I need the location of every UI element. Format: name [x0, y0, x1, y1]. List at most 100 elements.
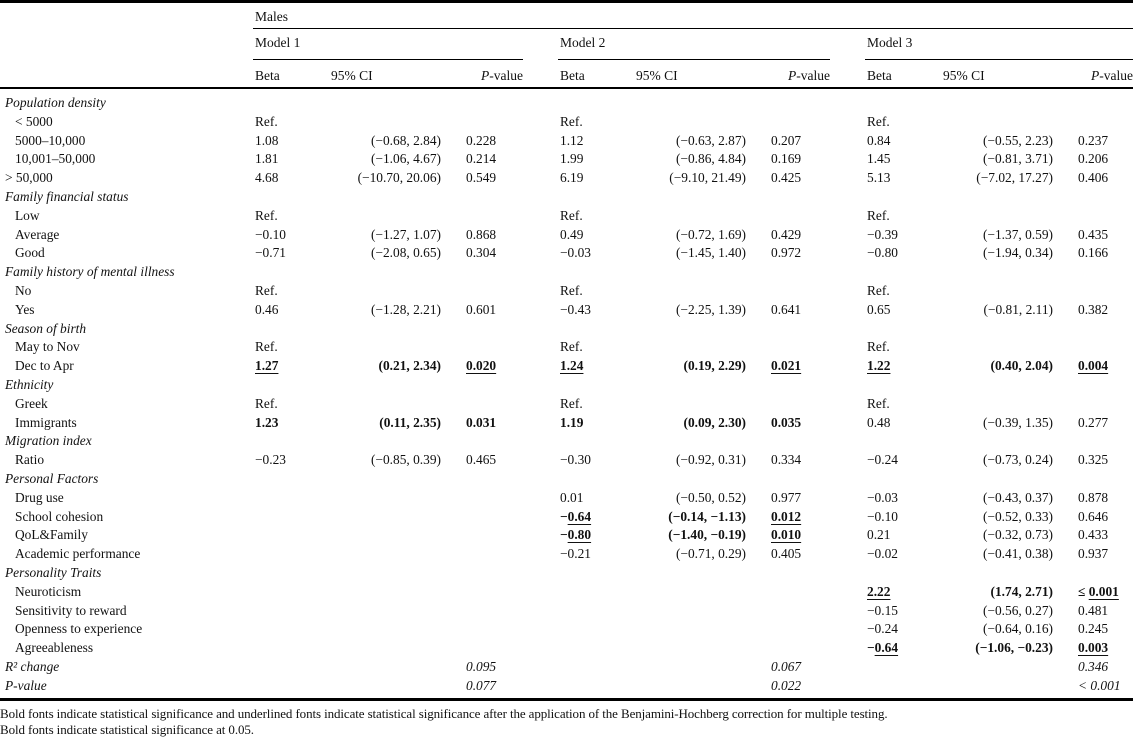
pvalue-cell	[746, 432, 865, 451]
row-label: Population density	[5, 95, 106, 110]
ci-cell: (−0.52, 0.33)	[982, 508, 1053, 524]
ci-cell	[927, 282, 1053, 301]
pvalue-cell: 0.382	[1078, 301, 1109, 317]
ci-cell	[927, 113, 1053, 132]
table-row: Good −0.71 (−2.08, 0.65) 0.304 −0.03 (−1.45, …	[0, 244, 1133, 263]
ci-cell	[315, 113, 441, 132]
ci-cell	[927, 94, 1053, 113]
beta-cell: −0.39	[867, 226, 898, 242]
ci-cell: (−1.28, 2.21)	[370, 301, 441, 317]
row-label: Season of birth	[5, 320, 87, 336]
ci-cell: (−1.45, 1.40)	[675, 245, 746, 261]
table-top-rule	[0, 0, 1133, 3]
model-2-label: Model 2	[560, 35, 606, 50]
section-header-row: Personality Traits	[0, 564, 1133, 583]
beta-cell: Ref.	[867, 395, 890, 411]
table-row: < 5000 Ref. Ref. Ref.	[0, 113, 1133, 132]
pvalue-cell: 0.406	[1078, 170, 1109, 186]
ci-cell: (−0.92, 0.31)	[675, 452, 746, 468]
row-label: School cohesion	[15, 508, 104, 524]
beta-cell	[253, 320, 315, 339]
row-label: 5000–10,000	[15, 132, 86, 148]
pvalue-cell: 0.237	[1078, 132, 1109, 148]
model-2-rule	[558, 59, 830, 60]
pvalue-cell	[746, 263, 865, 282]
beta-cell	[558, 564, 620, 583]
ci-cell	[315, 376, 441, 395]
pvalue-cell	[746, 376, 865, 395]
ci-cell: (−0.43, 0.37)	[982, 489, 1053, 505]
ci-cell: (−0.72, 1.69)	[675, 226, 746, 242]
pvalue-cell: 0.429	[771, 226, 802, 242]
pvalue-cell: 0.325	[1078, 452, 1109, 468]
table-row: Ratio −0.23 (−0.85, 0.39) 0.465 −0.30 (−0.92,…	[0, 451, 1133, 470]
model-header-row: Model 1 Model 2 Model 3	[0, 29, 1133, 60]
ci-cell	[927, 395, 1053, 414]
pvalue-cell: 0.004	[1078, 358, 1109, 374]
beta-cell	[865, 470, 927, 489]
beta-cell: 6.19	[560, 170, 584, 186]
ci-cell	[315, 583, 441, 602]
footnote-1: Bold fonts indicate statistical signific…	[0, 705, 888, 721]
row-label: 10,001–50,000	[15, 151, 96, 167]
ci-cell	[927, 338, 1053, 357]
pvalue-cell	[441, 508, 558, 527]
ci-cell	[315, 282, 441, 301]
table-row: Average −0.10 (−1.27, 1.07) 0.868 0.49 (−0.72…	[0, 226, 1133, 245]
ci-cell	[315, 639, 441, 658]
beta-cell: 1.08	[255, 132, 279, 148]
col-header-pvalue-m3: P-value	[1053, 64, 1133, 84]
beta-cell: Ref.	[560, 339, 583, 355]
pvalue-cell	[441, 470, 558, 489]
beta-cell	[558, 432, 620, 451]
pvalue-cell	[441, 113, 558, 132]
beta-cell: −0.64	[560, 508, 592, 524]
pvalue-cell	[746, 207, 865, 226]
row-label: Family financial status	[5, 188, 129, 204]
ci-cell: (−0.86, 4.84)	[675, 151, 746, 167]
column-header-row: Beta 95% CI P-value Beta 95% CI P-value …	[0, 60, 1133, 87]
ci-cell	[315, 545, 441, 564]
section-header-row: Season of birth	[0, 320, 1133, 339]
row-label: Migration index	[5, 433, 92, 449]
ci-cell	[620, 432, 746, 451]
pvalue-cell	[746, 620, 865, 639]
ci-cell	[315, 94, 441, 113]
table-row: Yes 0.46 (−1.28, 2.21) 0.601 −0.43 (−2.25, 1.…	[0, 301, 1133, 320]
table-row: P-value 0.077 0.022 < 0.001	[0, 677, 1133, 696]
col-header-pvalue-m2: P-value	[746, 64, 865, 84]
beta-cell	[253, 94, 315, 113]
row-label: QoL&Family	[15, 527, 88, 543]
row-label: Personality Traits	[5, 564, 102, 580]
beta-cell: Ref.	[560, 282, 583, 298]
pvalue-cell	[441, 263, 558, 282]
beta-cell	[253, 545, 315, 564]
ci-cell: (−1.27, 1.07)	[370, 226, 441, 242]
ci-cell	[315, 508, 441, 527]
beta-cell	[865, 263, 927, 282]
beta-cell	[558, 470, 620, 489]
pvalue-cell: 0.433	[1078, 527, 1109, 543]
table-row: May to Nov Ref. Ref. Ref.	[0, 338, 1133, 357]
pvalue-cell	[441, 639, 558, 658]
ci-cell	[927, 564, 1053, 583]
ci-cell	[315, 320, 441, 339]
ci-cell	[927, 376, 1053, 395]
ci-cell: (−0.56, 0.27)	[982, 602, 1053, 618]
ci-cell	[620, 395, 746, 414]
row-label: Immigrants	[15, 414, 77, 430]
table-row: QoL&Family −0.80 (−1.40, −0.19) 0.010 0.21 (−…	[0, 526, 1133, 545]
beta-cell	[253, 620, 315, 639]
pvalue-cell	[1053, 113, 1133, 132]
ci-cell: (−0.64, 0.16)	[982, 621, 1053, 637]
ci-cell	[315, 207, 441, 226]
beta-cell: −0.21	[560, 546, 591, 562]
pvalue-cell: 0.166	[1078, 245, 1109, 261]
pvalue-cell: 0.435	[1078, 226, 1109, 242]
pvalue-cell	[441, 188, 558, 207]
pvalue-cell	[1053, 376, 1133, 395]
ci-cell: (0.09, 2.30)	[683, 414, 746, 430]
pvalue-cell: 0.012	[771, 508, 802, 524]
row-label: Dec to Apr	[15, 358, 74, 374]
row-label: Personal Factors	[5, 470, 99, 486]
